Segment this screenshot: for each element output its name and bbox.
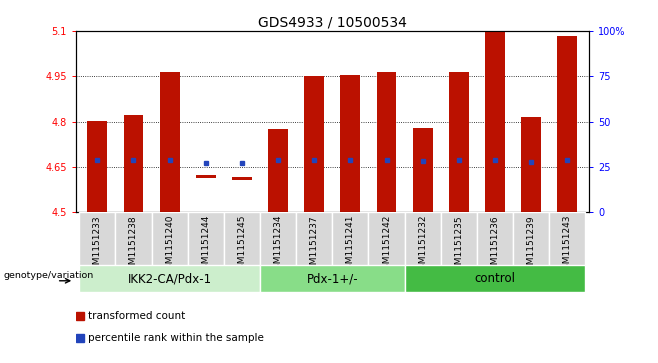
Bar <box>413 128 432 212</box>
Text: GSM1151241: GSM1151241 <box>346 215 355 276</box>
Text: percentile rank within the sample: percentile rank within the sample <box>88 333 265 343</box>
Bar <box>405 212 441 265</box>
Bar <box>151 212 188 265</box>
Text: GSM1151245: GSM1151245 <box>238 215 247 276</box>
Text: GSM1151234: GSM1151234 <box>274 215 282 276</box>
Text: GSM1151235: GSM1151235 <box>454 215 463 276</box>
Bar <box>79 265 260 292</box>
Text: control: control <box>474 272 515 285</box>
Text: IKK2-CA/Pdx-1: IKK2-CA/Pdx-1 <box>128 272 212 285</box>
Text: GSM1151244: GSM1151244 <box>201 215 211 276</box>
Bar <box>115 212 151 265</box>
Bar <box>196 175 216 178</box>
Title: GDS4933 / 10500534: GDS4933 / 10500534 <box>258 16 407 30</box>
Bar <box>124 115 143 212</box>
Bar <box>88 121 107 212</box>
Bar <box>232 177 252 180</box>
Bar <box>260 212 296 265</box>
Bar <box>441 212 477 265</box>
Bar <box>549 212 586 265</box>
Text: GSM1151239: GSM1151239 <box>526 215 536 276</box>
Text: GSM1151242: GSM1151242 <box>382 215 391 276</box>
Text: GSM1151238: GSM1151238 <box>129 215 138 276</box>
Bar <box>368 212 405 265</box>
Bar <box>296 212 332 265</box>
Text: GSM1151240: GSM1151240 <box>165 215 174 276</box>
Bar <box>485 32 505 212</box>
Text: GSM1151243: GSM1151243 <box>563 215 572 276</box>
Bar <box>79 212 115 265</box>
Bar <box>304 76 324 212</box>
Bar <box>268 129 288 212</box>
Text: Pdx-1+/-: Pdx-1+/- <box>307 272 358 285</box>
Bar <box>477 212 513 265</box>
Bar <box>340 75 361 212</box>
Bar <box>521 117 541 212</box>
Text: GSM1151237: GSM1151237 <box>310 215 318 276</box>
Bar <box>449 72 468 212</box>
Text: transformed count: transformed count <box>88 310 186 321</box>
Bar <box>405 265 586 292</box>
Text: GSM1151236: GSM1151236 <box>490 215 499 276</box>
Bar <box>160 72 180 212</box>
Text: GSM1151232: GSM1151232 <box>418 215 427 276</box>
Bar <box>224 212 260 265</box>
Bar <box>513 212 549 265</box>
Bar <box>260 265 405 292</box>
Text: GSM1151233: GSM1151233 <box>93 215 102 276</box>
Bar <box>376 72 396 212</box>
Bar <box>332 212 368 265</box>
Bar <box>188 212 224 265</box>
Bar <box>557 36 577 212</box>
Text: genotype/variation: genotype/variation <box>3 272 93 280</box>
